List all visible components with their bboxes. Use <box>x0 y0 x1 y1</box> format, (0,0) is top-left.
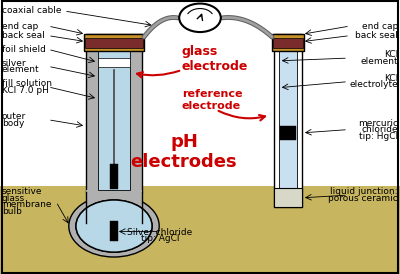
Text: element: element <box>2 65 40 74</box>
Bar <box>0 186 400 274</box>
Text: outer: outer <box>2 112 26 121</box>
Circle shape <box>69 195 159 257</box>
Bar <box>279 36 297 188</box>
Text: sensitive: sensitive <box>2 187 42 196</box>
Text: foil shield: foil shield <box>2 45 46 54</box>
Text: glass
electrode: glass electrode <box>182 45 248 73</box>
Text: glass: glass <box>2 194 25 203</box>
Text: element: element <box>360 57 398 66</box>
Text: porous ceramic: porous ceramic <box>328 194 398 203</box>
Text: mercuric: mercuric <box>358 119 398 128</box>
Text: KCl: KCl <box>384 50 398 59</box>
Text: KCl: KCl <box>384 74 398 83</box>
Text: liquid junction:: liquid junction: <box>330 187 398 196</box>
Text: bulb: bulb <box>2 207 22 216</box>
Bar <box>86 190 142 223</box>
Text: fill solution: fill solution <box>2 79 52 88</box>
Bar <box>98 58 130 67</box>
Text: body: body <box>2 119 24 128</box>
Bar <box>274 34 302 207</box>
Bar <box>85 38 143 48</box>
Bar <box>84 34 144 51</box>
Text: end cap: end cap <box>2 22 38 30</box>
Bar <box>110 221 118 241</box>
Bar <box>110 164 118 189</box>
Text: back seal: back seal <box>355 31 398 40</box>
Text: pH
electrodes: pH electrodes <box>131 133 237 172</box>
Bar <box>280 126 296 140</box>
Text: KCl 7.0 pH: KCl 7.0 pH <box>2 86 49 95</box>
Text: Silver chloride: Silver chloride <box>127 229 193 237</box>
Bar <box>272 34 304 51</box>
Text: silver: silver <box>2 59 27 67</box>
Text: back seal: back seal <box>2 31 45 40</box>
Text: electrolyte: electrolyte <box>349 81 398 89</box>
Text: coaxial cable: coaxial cable <box>2 7 62 15</box>
Text: chloride: chloride <box>361 125 398 134</box>
Bar <box>274 188 302 207</box>
Bar <box>98 36 130 190</box>
Text: reference
electrode: reference electrode <box>182 89 242 111</box>
Circle shape <box>76 200 152 252</box>
Text: end cap: end cap <box>362 22 398 30</box>
Text: tip: HgCl: tip: HgCl <box>359 132 398 141</box>
Circle shape <box>179 4 221 32</box>
Circle shape <box>76 200 152 252</box>
Bar <box>273 38 303 48</box>
Text: tip: AgCl: tip: AgCl <box>141 235 179 243</box>
Text: membrane: membrane <box>2 201 52 209</box>
Bar <box>86 34 142 192</box>
